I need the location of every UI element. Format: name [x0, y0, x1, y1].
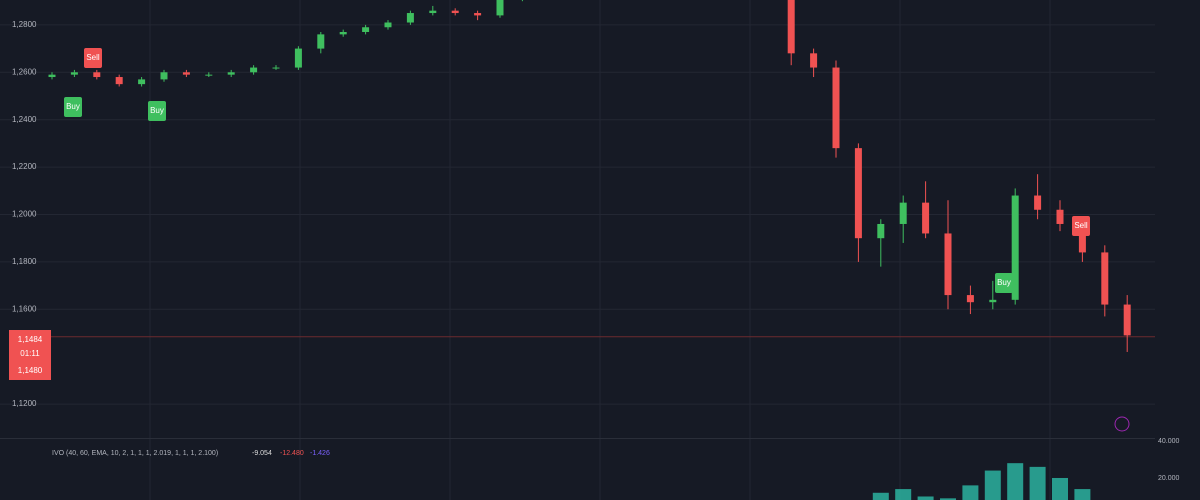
candle-body	[899, 202, 907, 224]
candle-body	[93, 72, 101, 78]
candle-body	[451, 10, 459, 14]
y-tick-label: 1,1600	[12, 304, 37, 313]
price-label: 1,1480	[18, 366, 43, 375]
candle-body	[787, 0, 795, 54]
candle-body	[138, 79, 146, 85]
candle-body	[272, 67, 280, 69]
signal-badge	[64, 97, 82, 117]
indicator-tick-label: 20.000	[1158, 475, 1180, 482]
candle-body	[1011, 195, 1019, 300]
signal-label: Sell	[1074, 221, 1088, 230]
signal-badge	[148, 101, 166, 121]
candle-body	[429, 10, 437, 14]
indicator-tick-label: 40.000	[1158, 438, 1180, 445]
indicator-bar	[940, 498, 956, 500]
candle-body	[1101, 252, 1109, 305]
signal-badge	[995, 273, 1013, 293]
candle-body	[1034, 195, 1042, 210]
indicator-bar	[1007, 463, 1024, 500]
candle-body	[1123, 304, 1131, 336]
y-tick-label: 1,1200	[12, 399, 37, 408]
indicator-bar	[1074, 489, 1091, 500]
indicator-bar	[1052, 477, 1068, 500]
signal-label: Sell	[86, 53, 100, 62]
candle-body	[1056, 209, 1064, 224]
indicator-bar	[1029, 466, 1046, 500]
candle-body	[339, 31, 347, 35]
candle-body	[317, 34, 325, 49]
countdown: 01:11	[20, 349, 40, 358]
alert-icon[interactable]	[1114, 416, 1130, 432]
candle-body	[854, 148, 862, 239]
indicator-reading: -9.054	[252, 450, 272, 457]
candle-body	[182, 72, 190, 75]
price-marker-box	[9, 330, 51, 380]
candle-body	[922, 202, 930, 234]
candle-body	[362, 27, 370, 32]
candle-body	[70, 72, 78, 75]
candle-body	[294, 48, 302, 68]
indicator-legend: IVO (40, 60, EMA, 10, 2, 1, 1, 1, 2.019,…	[52, 450, 218, 457]
y-tick-label: 1,1800	[12, 257, 37, 266]
indicator-bar	[917, 496, 934, 500]
price-marker: 1,1484 01:11 1,1480	[9, 330, 51, 380]
indicator-bar	[984, 470, 1001, 500]
indicator-bar	[895, 489, 912, 500]
candle-body	[944, 233, 952, 296]
candle-body	[1078, 223, 1086, 253]
candle-body	[966, 295, 974, 303]
signal-label: Buy	[997, 278, 1011, 287]
candle-body	[989, 299, 997, 303]
candle-body	[877, 223, 885, 239]
candle-body	[810, 53, 818, 68]
candle-body	[832, 67, 840, 149]
candle-body	[115, 77, 123, 85]
y-tick-label: 1,2800	[12, 20, 37, 29]
signal-badge	[84, 48, 102, 68]
indicator-bar	[962, 485, 979, 500]
candle-body	[205, 74, 213, 76]
signal-badge	[1072, 216, 1090, 236]
signal-label: Buy	[66, 102, 80, 111]
y-tick-label: 1,2200	[12, 162, 37, 171]
candle-body	[496, 0, 504, 16]
candle-body	[474, 13, 482, 16]
candle-body	[227, 72, 235, 75]
candle-body	[160, 72, 168, 80]
y-tick-label: 1,2400	[12, 115, 37, 124]
candle-body	[250, 67, 258, 73]
signal-label: Buy	[150, 106, 164, 115]
indicator-reading: -1.426	[310, 450, 330, 457]
price-label: 1,1484	[18, 335, 43, 344]
y-tick-label: 1,2000	[12, 210, 37, 219]
candle-body	[406, 13, 414, 23]
candle-body	[384, 22, 392, 28]
candle-body	[48, 74, 56, 78]
indicator-reading: -12.480	[280, 450, 304, 457]
y-tick-label: 1,2600	[12, 67, 37, 76]
indicator-bar	[872, 492, 889, 500]
